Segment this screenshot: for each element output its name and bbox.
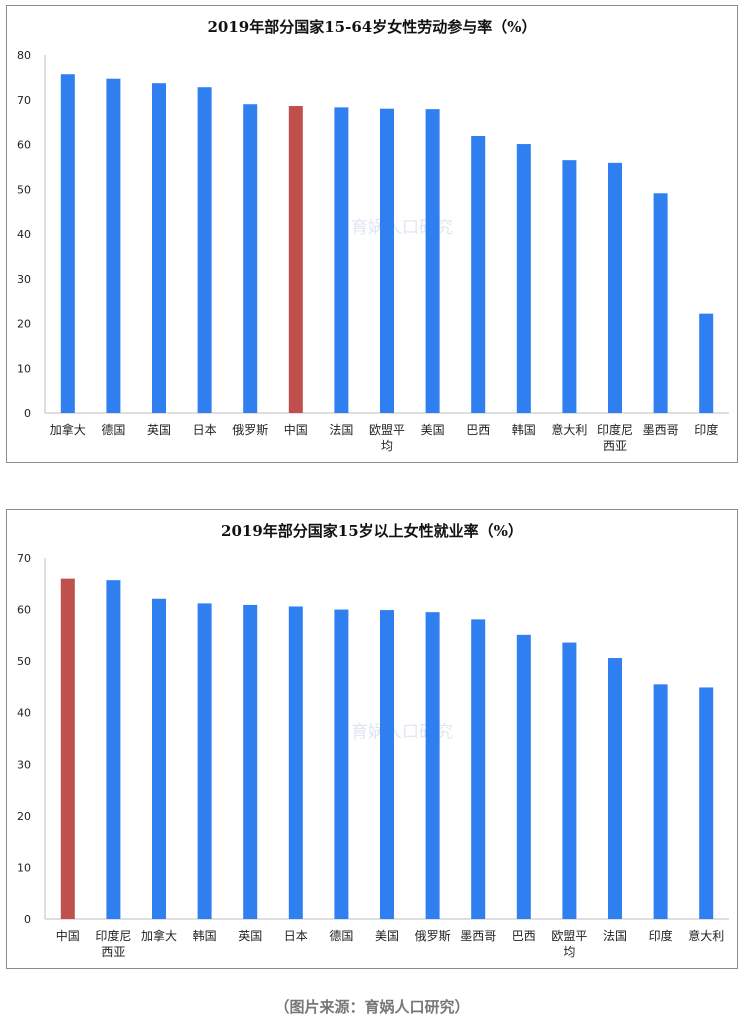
x-tick-label: 法国 xyxy=(603,929,627,943)
y-tick-label: 30 xyxy=(17,758,31,771)
bar xyxy=(699,313,714,413)
y-tick-label: 60 xyxy=(17,139,31,152)
x-tick-label: 英国 xyxy=(147,423,171,437)
bar xyxy=(60,74,75,414)
x-tick-label: 韩国 xyxy=(193,928,217,943)
employment-rate-bar-chart: 育娲人口研究010203040506070中国 印度尼西亚加拿大 韩国 英国 日本 德国美… xyxy=(17,552,729,959)
bar xyxy=(106,78,121,413)
bar xyxy=(243,104,258,413)
bar xyxy=(699,687,714,919)
y-tick-label: 20 xyxy=(17,810,31,823)
x-tick-label: 日本 xyxy=(284,929,308,943)
bar xyxy=(288,106,303,413)
bar xyxy=(197,87,212,413)
chart-title: 2019年部分国家15-64岁女性劳动参与率（%） xyxy=(207,18,537,36)
image-source-caption: （图片来源：育娲人口研究） xyxy=(274,998,470,1016)
bar xyxy=(380,610,394,919)
x-tick-label: 法国 xyxy=(329,423,353,437)
y-tick-label: 10 xyxy=(17,362,31,375)
y-tick-label: 40 xyxy=(17,228,31,241)
x-tick-label: 欧盟平 xyxy=(369,423,405,437)
y-tick-label: 20 xyxy=(17,318,31,331)
bar xyxy=(425,612,440,919)
bar xyxy=(516,144,531,414)
x-tick-label: 均 xyxy=(563,945,575,959)
y-tick-label: 10 xyxy=(17,861,31,874)
x-tick-label: 印度尼 xyxy=(95,928,131,943)
bar xyxy=(197,603,212,919)
x-tick-label: 德国 xyxy=(329,928,353,943)
bar xyxy=(380,108,394,413)
y-tick-label: 50 xyxy=(17,183,31,196)
x-tick-label: 欧盟平 xyxy=(551,929,587,943)
x-tick-label: 西亚 xyxy=(603,439,627,453)
bar xyxy=(334,107,349,414)
bar xyxy=(653,193,668,413)
x-tick-label: 俄罗斯 xyxy=(415,929,451,943)
x-tick-label: 德国 xyxy=(101,422,125,437)
employment-rate-chart-panel: 2019年部分国家15岁以上女性就业率（%） 育娲人口研究 0 10 20 30 40 50… xyxy=(6,509,738,969)
chart-title: 2019年部分国家15岁以上女性就业率（%） xyxy=(221,522,523,540)
x-tick-label: 墨西哥 xyxy=(460,929,496,943)
y-tick-label: 30 xyxy=(17,273,31,286)
bar xyxy=(562,160,577,413)
x-tick-label: 巴西 xyxy=(466,423,490,437)
x-tick-label: 印度 xyxy=(649,928,673,943)
bar xyxy=(288,606,303,919)
bar xyxy=(152,598,166,919)
y-tick-label: 40 xyxy=(17,707,31,720)
x-tick-label: 美国 xyxy=(375,929,399,943)
bar xyxy=(471,619,486,919)
bar xyxy=(106,580,121,919)
bar xyxy=(516,634,531,919)
y-tick-label: 60 xyxy=(17,604,31,617)
x-tick-label: 韩国 xyxy=(512,422,536,437)
bar xyxy=(471,135,486,413)
labor-participation-chart-panel: 2019年部分国家15-64岁女性劳动参与率（%） 育娲人口研究 0 10 20 30 4… xyxy=(6,5,738,463)
y-tick-label: 0 xyxy=(24,407,31,420)
bar xyxy=(334,609,349,919)
x-tick-label: 意大利 xyxy=(551,422,587,437)
bar xyxy=(608,658,622,919)
bar xyxy=(653,684,668,919)
x-tick-label: 加拿大 xyxy=(50,422,86,437)
x-tick-label: 美国 xyxy=(421,423,445,437)
bar xyxy=(608,162,622,413)
bar xyxy=(152,83,166,413)
x-tick-label: 均 xyxy=(381,439,393,453)
y-tick-label: 70 xyxy=(17,552,31,565)
bar xyxy=(60,578,75,919)
bar xyxy=(243,604,258,919)
x-tick-label: 俄罗斯 xyxy=(232,423,268,437)
y-tick-label: 70 xyxy=(17,94,31,107)
x-tick-label: 英国 xyxy=(238,929,262,943)
x-tick-label: 加拿大 xyxy=(141,928,177,943)
x-tick-label: 中国 xyxy=(284,422,308,437)
x-tick-label: 印度 xyxy=(694,422,718,437)
y-tick-label: 50 xyxy=(17,655,31,668)
bar xyxy=(562,642,577,919)
bar xyxy=(425,109,440,414)
x-tick-label: 中国 xyxy=(56,928,80,943)
x-tick-label: 意大利 xyxy=(688,928,724,943)
y-tick-label: 0 xyxy=(24,913,31,926)
x-tick-label: 墨西哥 xyxy=(643,423,679,437)
x-tick-label: 日本 xyxy=(193,423,217,437)
x-tick-label: 西亚 xyxy=(101,945,125,959)
labor-participation-bar-chart: 育娲人口研究01020304050607080加拿大 德国 英国 日本 俄罗斯 中国 法国欧… xyxy=(17,49,729,453)
x-tick-label: 印度尼 xyxy=(597,422,633,437)
y-tick-label: 80 xyxy=(17,49,31,62)
x-tick-label: 巴西 xyxy=(512,929,536,943)
